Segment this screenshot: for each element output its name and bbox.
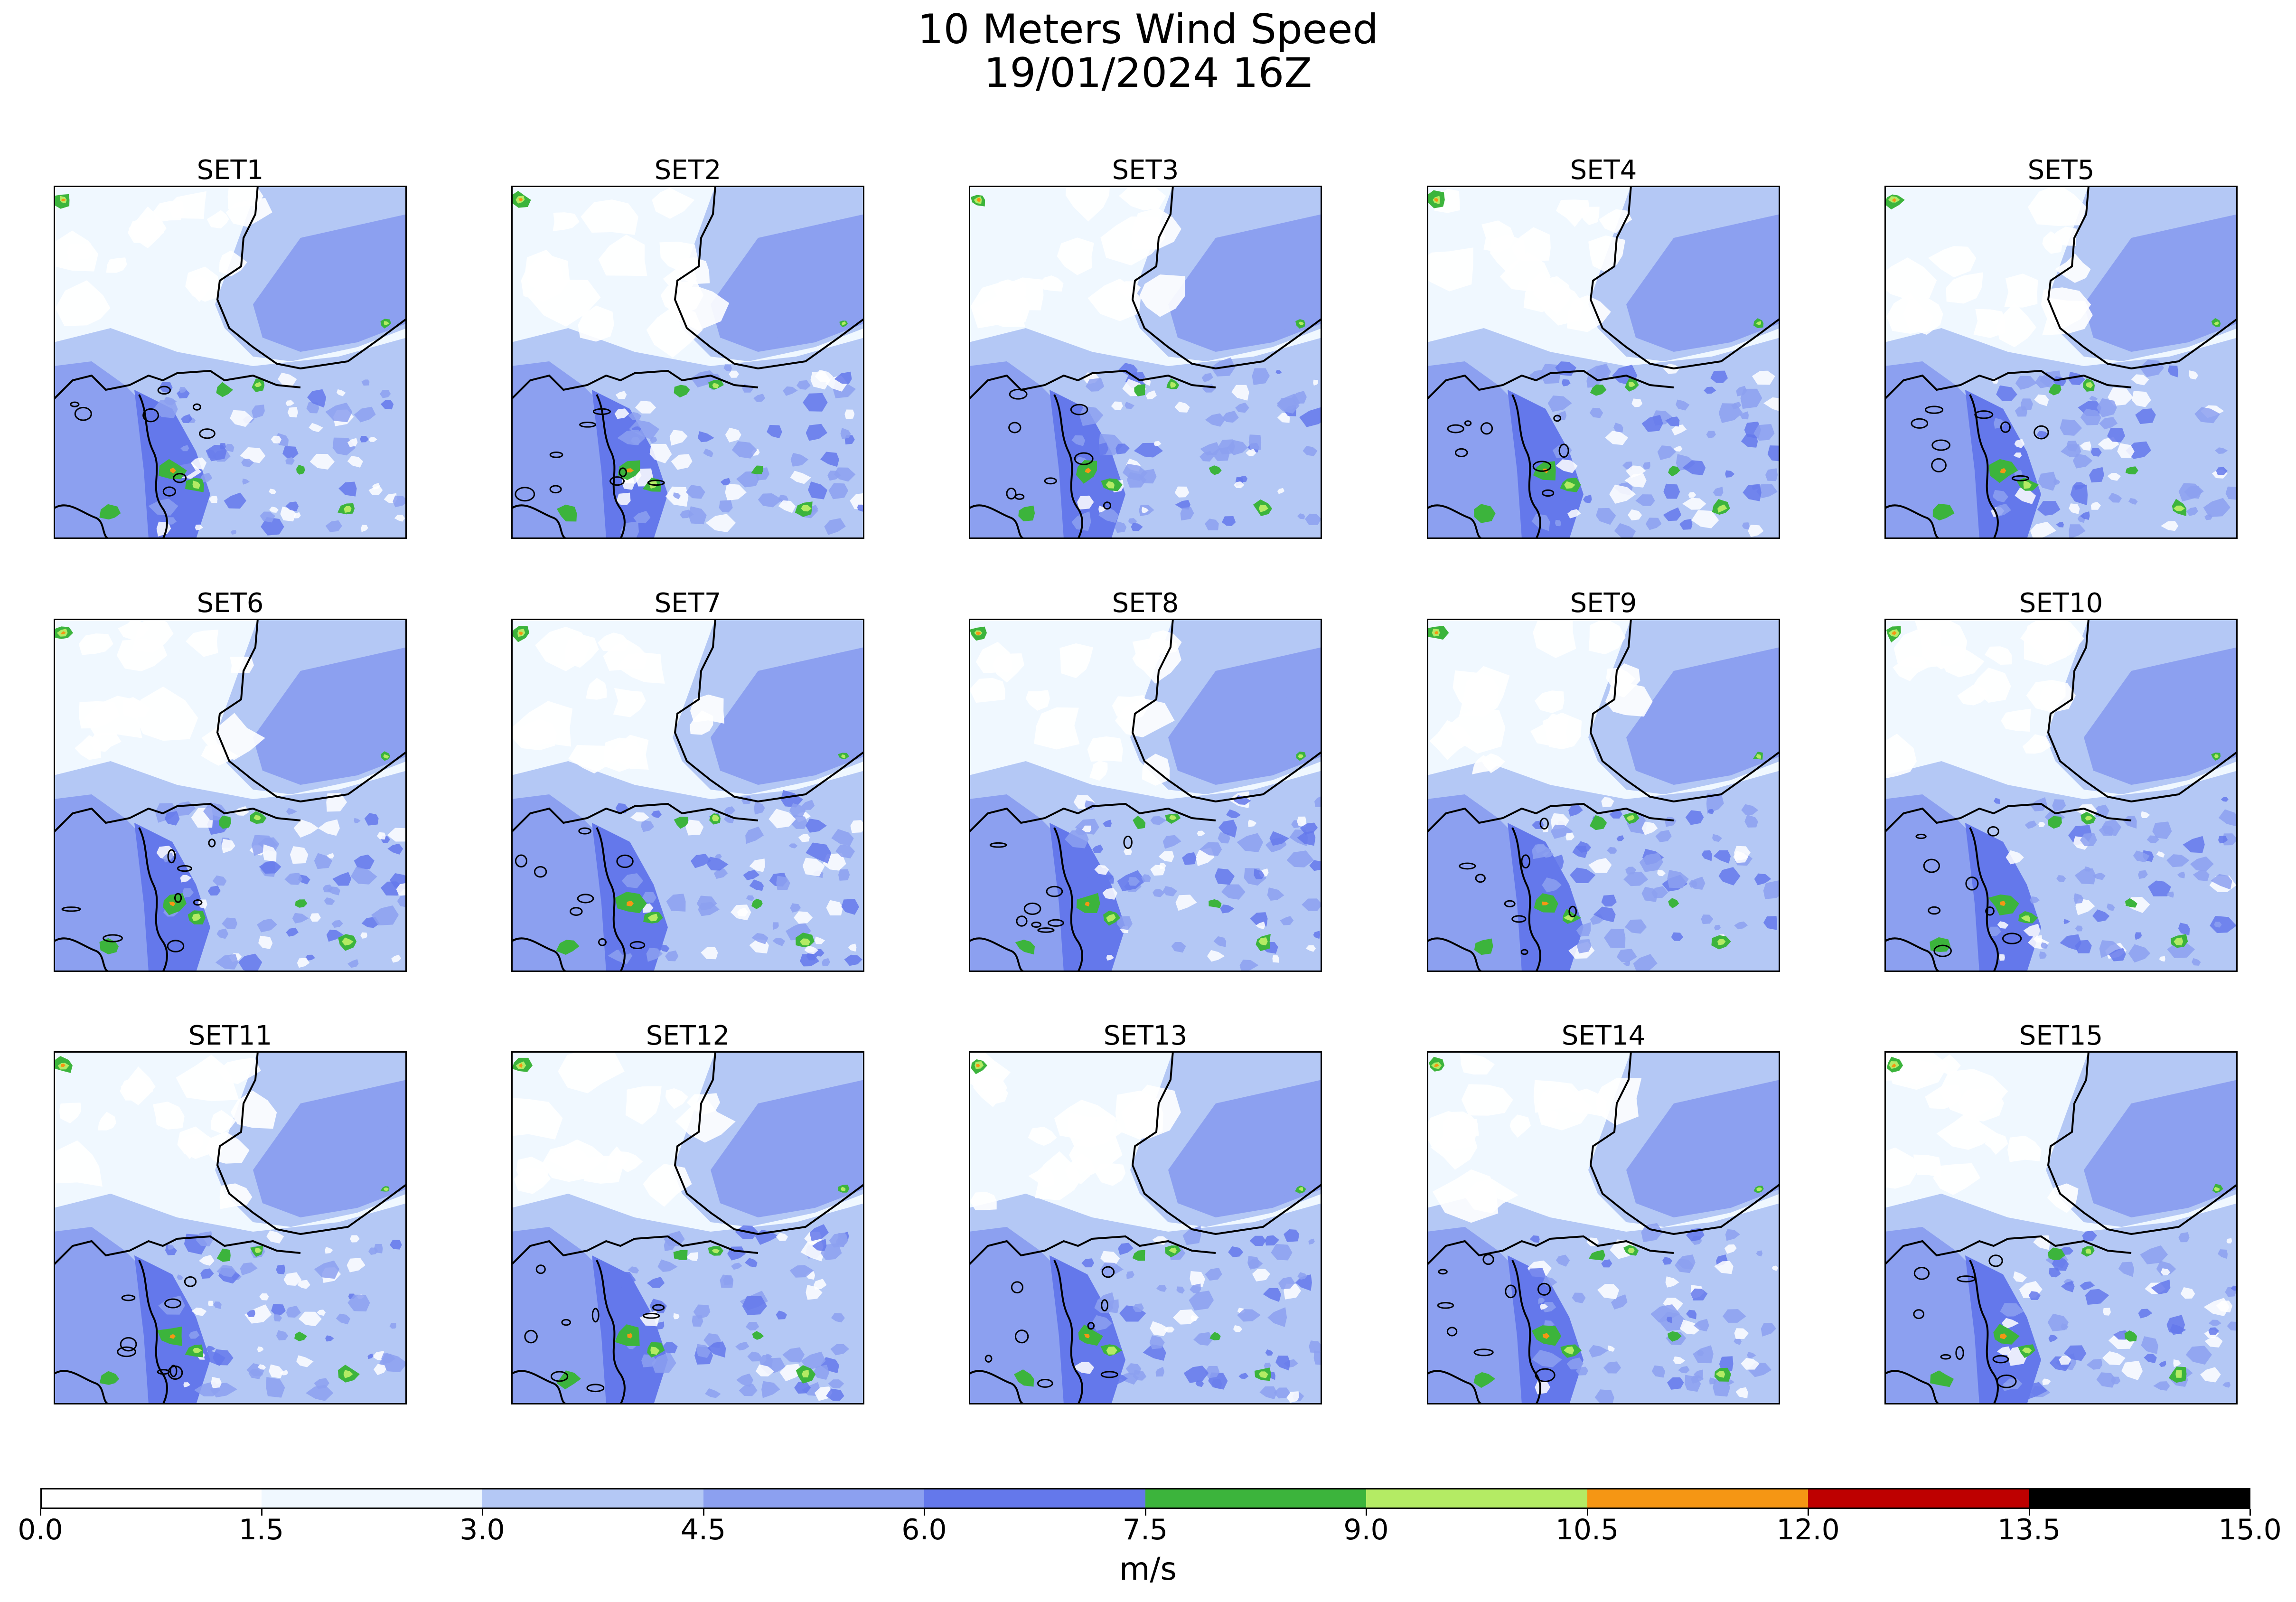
colorbar-tick-label: 10.5	[1555, 1513, 1619, 1546]
colorbar-segment	[1145, 1488, 1367, 1509]
wind-speed-map	[511, 186, 864, 539]
wind-speed-map	[1884, 186, 2238, 539]
figure-title: 10 Meters Wind Speed 19/01/2024 16Z	[0, 0, 2296, 95]
title-line-1: 10 Meters Wind Speed	[917, 6, 1379, 53]
colorbar-segment	[482, 1488, 704, 1509]
wind-speed-map	[1884, 1051, 2238, 1404]
panel-title: SET3	[1112, 155, 1179, 186]
colorbar-segment	[924, 1488, 1146, 1509]
colorbar-tick	[261, 1509, 262, 1516]
panel-title: SET4	[1570, 155, 1637, 186]
panel-title: SET11	[188, 1020, 272, 1051]
colorbar-segment	[40, 1488, 262, 1509]
colorbar	[40, 1488, 2251, 1516]
colorbar-tick	[40, 1509, 41, 1516]
colorbar-tick-label: 7.5	[1122, 1513, 1168, 1546]
colorbar-tick	[1366, 1509, 1367, 1516]
panel-title: SET8	[1112, 588, 1179, 619]
colorbar-tick-label: 0.0	[18, 1513, 63, 1546]
title-line-2: 19/01/2024 16Z	[984, 49, 1312, 97]
wind-speed-map	[54, 619, 407, 972]
panel-title: SET14	[1561, 1020, 1646, 1051]
colorbar-segment	[703, 1488, 925, 1509]
wind-speed-map	[54, 1051, 407, 1404]
colorbar-unit-label: m/s	[1119, 1551, 1177, 1587]
colorbar-tick	[1808, 1509, 1809, 1516]
wind-speed-map	[1427, 619, 1780, 972]
panel-title: SET10	[2019, 588, 2103, 619]
colorbar-segment	[1366, 1488, 1588, 1509]
wind-speed-map	[969, 619, 1322, 972]
colorbar-tick	[482, 1509, 483, 1516]
wind-speed-map	[511, 619, 864, 972]
wind-speed-map	[1884, 619, 2238, 972]
wind-speed-map	[511, 1051, 864, 1404]
colorbar-tick-label: 9.0	[1343, 1513, 1389, 1546]
panel-title: SET12	[646, 1020, 730, 1051]
colorbar-tick-label: 4.5	[680, 1513, 726, 1546]
colorbar-tick	[1144, 1509, 1146, 1516]
colorbar-tick	[1586, 1509, 1588, 1516]
colorbar-segment	[2029, 1488, 2250, 1509]
panel-title: SET2	[654, 155, 722, 186]
wind-speed-map	[1427, 1051, 1780, 1404]
colorbar-tick-label: 13.5	[1997, 1513, 2061, 1546]
colorbar-tick	[703, 1509, 704, 1516]
colorbar-tick-label: 3.0	[459, 1513, 505, 1546]
colorbar-tick	[924, 1509, 925, 1516]
colorbar-tick-label: 6.0	[901, 1513, 947, 1546]
panel-title: SET15	[2019, 1020, 2103, 1051]
panel-title: SET1	[197, 155, 264, 186]
panel-title: SET9	[1570, 588, 1637, 619]
wind-speed-map	[969, 1051, 1322, 1404]
colorbar-tick	[2028, 1509, 2030, 1516]
wind-speed-map	[1427, 186, 1780, 539]
colorbar-tick	[2249, 1509, 2251, 1516]
wind-speed-map	[969, 186, 1322, 539]
panel-title: SET6	[197, 588, 264, 619]
panel-title: SET13	[1103, 1020, 1188, 1051]
colorbar-tick-label: 12.0	[1776, 1513, 1840, 1546]
panel-title: SET5	[2027, 155, 2095, 186]
colorbar-segment	[1808, 1488, 2030, 1509]
panel-title: SET7	[654, 588, 722, 619]
colorbar-segment	[261, 1488, 483, 1509]
wind-speed-map	[54, 186, 407, 539]
colorbar-segment	[1587, 1488, 1809, 1509]
map-panel-grid: SET1 SET2 SET3 SET4 SET5 SET6 SET7 SET8 SET9 SET1…	[54, 155, 2238, 1404]
colorbar-tick-label: 15.0	[2218, 1513, 2282, 1546]
colorbar-tick-label: 1.5	[238, 1513, 284, 1546]
